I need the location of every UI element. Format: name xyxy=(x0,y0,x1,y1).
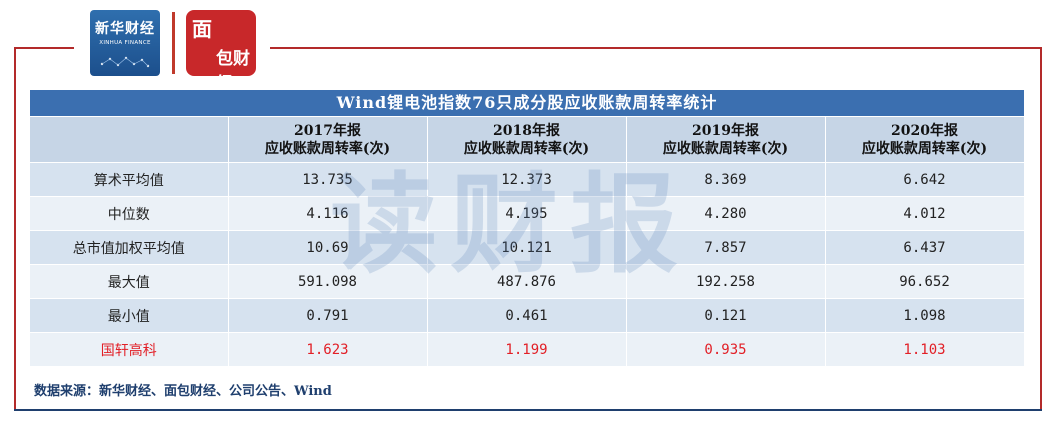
table-cell: 1.199 xyxy=(427,332,627,367)
table-cell: 10.121 xyxy=(427,230,627,265)
table-row: 最小值 0.791 0.461 0.121 1.098 xyxy=(30,298,1025,333)
table-title: Wind锂电池指数76只成分股应收账款周转率统计 xyxy=(30,90,1024,116)
table-header-row: 2017年报 应收账款周转率(次) 2018年报 应收账款周转率(次) 2019年报… xyxy=(30,117,1025,163)
table-cell: 591.098 xyxy=(228,264,428,299)
xinhua-logo-en: XINHUA FINANCE xyxy=(99,40,151,46)
stats-table: 2017年报 应收账款周转率(次) 2018年报 应收账款周转率(次) 2019年报… xyxy=(30,117,1025,367)
frame-line xyxy=(270,47,1042,49)
source-note: 数据来源：新华财经、面包财经、公司公告、Wind xyxy=(34,384,332,399)
table-row: 最大值 591.098 487.876 192.258 96.652 xyxy=(30,264,1025,299)
row-label: 总市值加权平均值 xyxy=(30,230,229,265)
table-row-highlight: 国轩高科 1.623 1.199 0.935 1.103 xyxy=(30,332,1025,367)
table-cell: 8.369 xyxy=(626,162,826,197)
table-cell: 4.012 xyxy=(825,196,1025,231)
table-cell: 96.652 xyxy=(825,264,1025,299)
table-row: 总市值加权平均值 10.69 10.121 7.857 6.437 xyxy=(30,230,1025,265)
row-label: 算术平均值 xyxy=(30,162,229,197)
column-header: 2018年报 应收账款周转率(次) xyxy=(427,117,627,163)
column-header: 2019年报 应收账款周转率(次) xyxy=(626,117,826,163)
table-cell: 0.791 xyxy=(228,298,428,333)
row-label: 国轩高科 xyxy=(30,332,229,367)
table-cell: 10.69 xyxy=(228,230,428,265)
table-cell: 7.857 xyxy=(626,230,826,265)
table-cell: 4.195 xyxy=(427,196,627,231)
table-row: 中位数 4.116 4.195 4.280 4.012 xyxy=(30,196,1025,231)
table-cell: 1.103 xyxy=(825,332,1025,367)
xinhua-finance-logo: 新华财经 XINHUA FINANCE xyxy=(90,10,160,76)
table-cell: 0.461 xyxy=(427,298,627,333)
table-cell: 6.437 xyxy=(825,230,1025,265)
column-header: 2017年报 应收账款周转率(次) xyxy=(228,117,428,163)
column-header: 2020年报 应收账款周转率(次) xyxy=(825,117,1025,163)
mianbao-logo-text: 包财经 xyxy=(216,49,250,76)
mianbao-finance-logo: 面 包财经 xyxy=(186,10,256,76)
row-label: 最大值 xyxy=(30,264,229,299)
header-corner xyxy=(30,117,229,163)
table-cell: 4.280 xyxy=(626,196,826,231)
row-label: 中位数 xyxy=(30,196,229,231)
table-cell: 487.876 xyxy=(427,264,627,299)
table-cell: 6.642 xyxy=(825,162,1025,197)
row-label: 最小值 xyxy=(30,298,229,333)
table-cell: 192.258 xyxy=(626,264,826,299)
table-cell: 0.121 xyxy=(626,298,826,333)
frame-line xyxy=(14,47,74,49)
xinhua-logo-cn: 新华财经 xyxy=(95,21,155,37)
table-cell: 0.935 xyxy=(626,332,826,367)
frame-line xyxy=(14,409,1042,411)
table-row: 算术平均值 13.735 12.373 8.369 6.642 xyxy=(30,162,1025,197)
table-cell: 13.735 xyxy=(228,162,428,197)
table-cell: 4.116 xyxy=(228,196,428,231)
table-cell: 1.098 xyxy=(825,298,1025,333)
table-cell: 12.373 xyxy=(427,162,627,197)
frame-line xyxy=(1040,47,1042,411)
mianbao-logo-mark: 面 xyxy=(192,17,212,41)
network-dots-icon xyxy=(100,56,150,68)
frame-line xyxy=(14,47,16,411)
logo-divider xyxy=(172,12,175,74)
table-cell: 1.623 xyxy=(228,332,428,367)
